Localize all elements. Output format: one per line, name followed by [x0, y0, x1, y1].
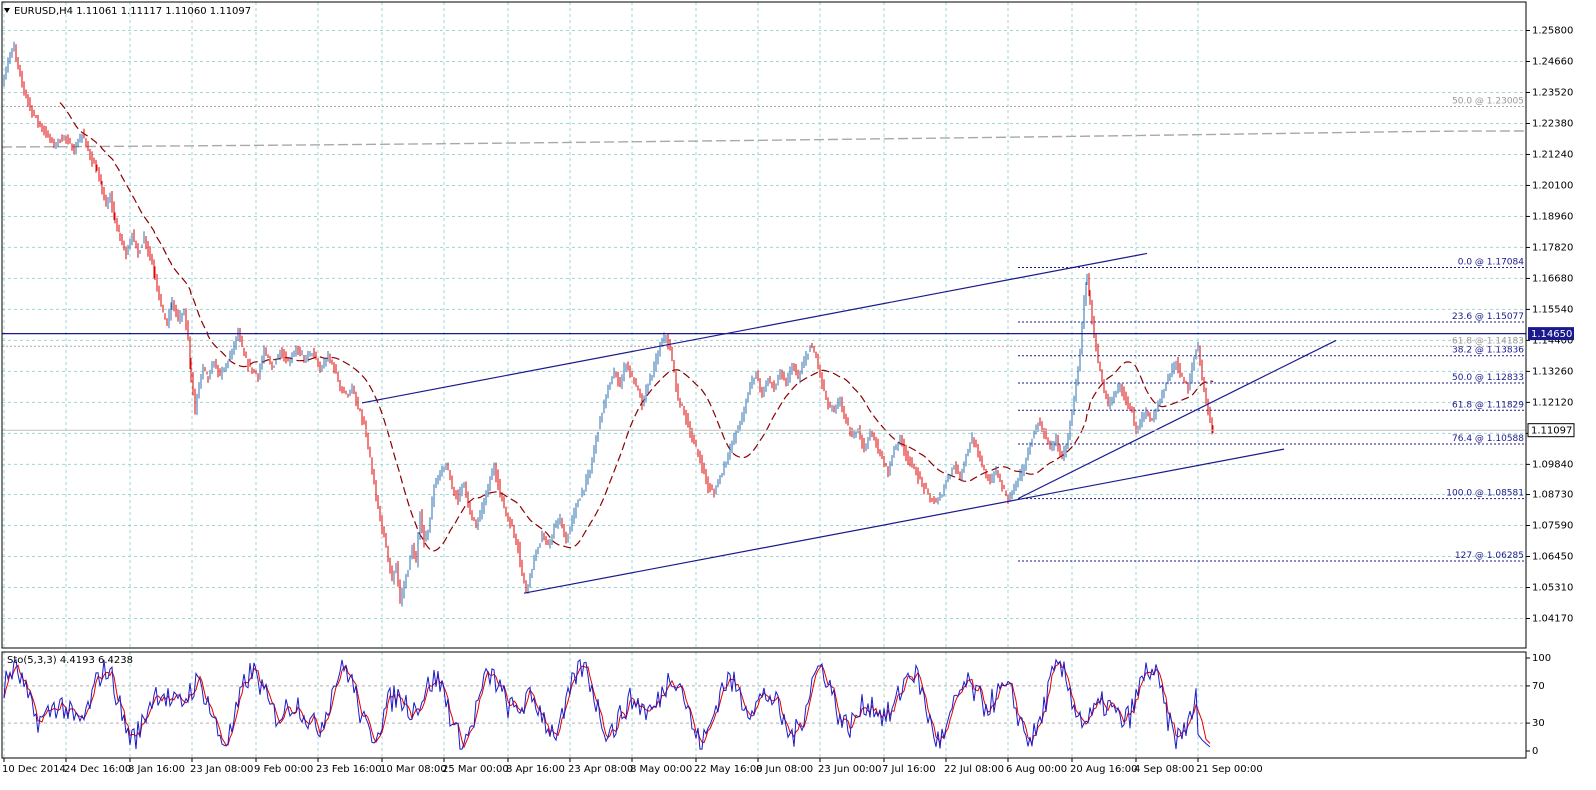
price-tick-label: 1.14400: [1532, 335, 1573, 346]
time-tick-label: 9 Feb 00:00: [254, 764, 313, 775]
price-tick-label: 1.24660: [1532, 56, 1573, 67]
price-tick-label: 1.15540: [1532, 304, 1573, 315]
time-tick-label: 23 Feb 16:00: [316, 764, 382, 775]
collapse-triangle-icon[interactable]: [4, 8, 10, 13]
time-tick-label: 23 Jan 08:00: [190, 764, 253, 775]
price-tick-label: 1.21240: [1532, 149, 1573, 160]
price-tick-label: 1.22380: [1532, 118, 1573, 129]
time-tick-label: 23 Jun 00:00: [818, 764, 882, 775]
time-tick-label: 23 Apr 08:00: [568, 764, 633, 775]
channel-lower-trendline[interactable]: [523, 448, 1285, 594]
time-tick-label: 6 Aug 00:00: [1006, 764, 1067, 775]
fib-level-label: 0.0 @ 1.17084: [1458, 257, 1525, 267]
time-tick-label: 22 Jul 08:00: [944, 764, 1004, 775]
price-tick-label: 1.23520: [1532, 87, 1573, 98]
main-panel-frame: [1, 1, 1527, 649]
horizontal-levels[interactable]: [2, 333, 1526, 431]
stochastic-main-line: [3, 658, 1211, 750]
fib-level-label: 76.4 @ 1.10588: [1452, 434, 1524, 444]
time-tick-label: 4 Sep 08:00: [1134, 764, 1194, 775]
main-grid: [2, 2, 1526, 648]
current-price-label: 1.11097: [1531, 426, 1572, 437]
fib-level-label: 100.0 @ 1.08581: [1446, 489, 1524, 499]
stochastic-panel-frame: [1, 651, 1527, 759]
price-axis: 1.25800 1.24660 1.23520 1.22380 1.21240 1.201…: [1526, 26, 1573, 625]
ma-path: [59, 102, 1214, 552]
fib-level-label: 61.8 @ 1.11829: [1452, 400, 1524, 410]
stochastic-tick-label: 100: [1532, 653, 1551, 664]
long-ma-line: [1, 130, 1527, 148]
time-tick-label: 22 May 16:00: [694, 764, 763, 775]
stochastic-tick-label: 0: [1532, 746, 1538, 757]
stochastic-axis: 100 70 30 0: [1526, 653, 1551, 757]
time-tick-label: 7 Jul 16:00: [882, 764, 936, 775]
price-tick-label: 1.18960: [1532, 211, 1573, 222]
long-ma-path: [1, 130, 1527, 148]
price-tick-label: 1.20100: [1532, 180, 1573, 191]
time-tick-label: 8 Apr 16:00: [506, 764, 565, 775]
fib-level-label: 50.0 @ 1.12833: [1452, 373, 1524, 383]
time-tick-label: 24 Dec 16:00: [64, 764, 131, 775]
time-tick-label: 10 Mar 08:00: [380, 764, 447, 775]
resistance-marker: 1.14650: [1528, 327, 1574, 341]
time-tick-label: 21 Sep 00:00: [1196, 764, 1263, 775]
price-tick-label: 1.07590: [1532, 521, 1573, 532]
price-tick-label: 1.09840: [1532, 459, 1573, 470]
time-tick-label: 20 Aug 16:00: [1070, 764, 1137, 775]
moving-average-line: [59, 102, 1214, 552]
price-tick-label: 1.13260: [1532, 366, 1573, 377]
current-price-marker: 1.11097: [1527, 423, 1575, 438]
time-tick-label: 8 Jan 16:00: [128, 764, 185, 775]
time-tick-label: 8 May 00:00: [630, 764, 692, 775]
price-tick-label: 1.25800: [1532, 26, 1573, 37]
fib-level-label: 23.6 @ 1.15077: [1452, 312, 1524, 322]
time-tick-label: 8 Jun 08:00: [756, 764, 813, 775]
price-tick-label: 1.12120: [1532, 397, 1573, 408]
price-tick-label: 1.08730: [1532, 490, 1573, 501]
price-tick-label: 1.04170: [1532, 614, 1573, 625]
indicator-header: Sto(5,3,3) 4.4193 6.4238: [7, 655, 133, 666]
time-tick-label: 25 Mar 00:00: [442, 764, 509, 775]
symbol-header: EURUSD,H4 1.11061 1.11117 1.11060 1.1109…: [14, 6, 251, 17]
candles: [3, 41, 1214, 607]
fib-other-label: 50.0 @ 1.23005: [1452, 96, 1524, 106]
fib-level-label: 38.2 @ 1.13836: [1452, 346, 1524, 356]
channel-upper-trendline[interactable]: [361, 252, 1148, 404]
stochastic-grid: [2, 652, 1526, 758]
stochastic-lines: [3, 658, 1211, 750]
fib-level-label: 127 @ 1.06285: [1455, 551, 1524, 561]
price-tick-label: 1.06450: [1532, 552, 1573, 563]
price-tick-label: 1.05310: [1532, 583, 1573, 594]
stochastic-tick-label: 30: [1532, 718, 1545, 729]
resistance-label: 1.14650: [1531, 329, 1572, 340]
trendlines[interactable]: [361, 252, 1337, 594]
stochastic-tick-label: 70: [1532, 681, 1545, 692]
price-tick-label: 1.16680: [1532, 273, 1573, 284]
rising-support-trendline[interactable]: [1017, 339, 1337, 500]
fib-other-label: 61.8 @ 1.14183: [1452, 336, 1524, 346]
time-tick-label: 10 Dec 2014: [2, 764, 66, 775]
price-tick-label: 1.17820: [1532, 242, 1573, 253]
